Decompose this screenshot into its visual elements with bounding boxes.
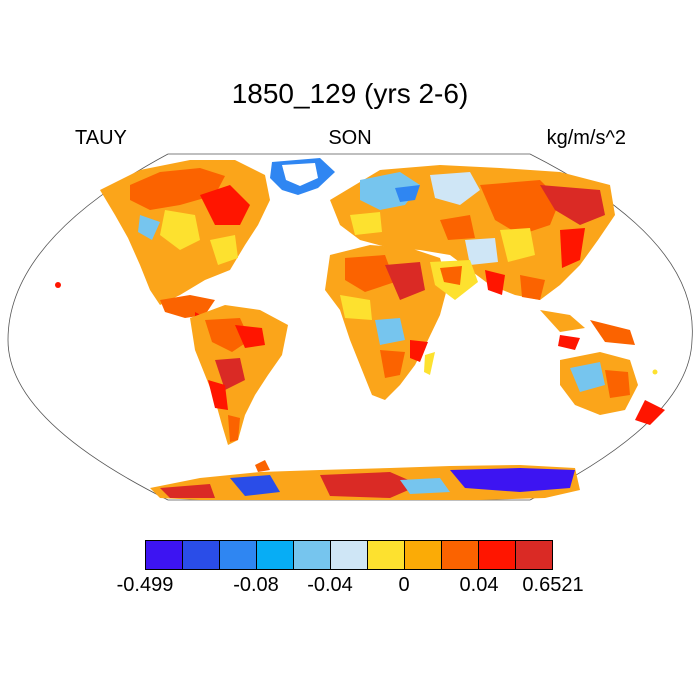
units-label: kg/m/s^2	[546, 127, 626, 149]
hawaii-mark	[55, 282, 61, 288]
colorbar-box	[294, 541, 331, 569]
colorbar-box	[479, 541, 516, 569]
south-america	[190, 305, 288, 445]
colorbar-box	[442, 541, 479, 569]
new-zealand-mark	[652, 369, 658, 375]
colorbar-box	[220, 541, 257, 569]
colorbar-tick: -0.499	[116, 574, 174, 596]
colorbar-tick: 0.04	[459, 574, 499, 596]
variable-label: TAUY	[75, 127, 127, 149]
antarctica	[150, 460, 580, 500]
map-title: 1850_129 (yrs 2-6)	[231, 78, 469, 109]
colorbar	[145, 540, 553, 570]
season-label: SON	[328, 127, 372, 149]
north-america	[100, 160, 270, 330]
colorbar-box	[331, 541, 368, 569]
eurasia	[330, 165, 615, 300]
colorbar-box	[146, 541, 183, 569]
colorbar-box	[183, 541, 220, 569]
southeast-asia	[540, 310, 635, 350]
colorbar-tick: -0.04	[307, 574, 353, 596]
africa	[325, 245, 448, 400]
colorbar-tick: 0.6521	[522, 574, 584, 596]
colorbar-box	[405, 541, 442, 569]
colorbar-box	[516, 541, 552, 569]
colorbar-box	[368, 541, 405, 569]
australia	[560, 352, 665, 425]
greenland	[270, 158, 335, 195]
colorbar-box	[257, 541, 294, 569]
colorbar-tick: 0	[398, 574, 410, 596]
arabia	[430, 260, 478, 300]
colorbar-tick: -0.08	[233, 574, 279, 596]
